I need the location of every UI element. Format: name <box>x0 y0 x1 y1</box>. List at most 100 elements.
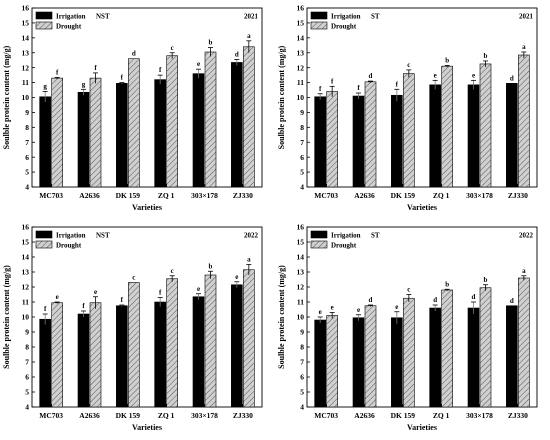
legend-label-irrigation: Irrigation <box>56 13 86 21</box>
bar-irrigation <box>429 307 441 408</box>
y-tick-label: 10 <box>22 93 30 102</box>
y-tick-label: 14 <box>22 253 30 262</box>
x-tick-label: 303×178 <box>191 191 218 200</box>
y-tick-label: 13 <box>297 48 305 57</box>
x-axis-title: Varieties <box>407 203 437 212</box>
legend-label-drought: Drought <box>56 242 82 250</box>
y-tick-label: 5 <box>25 168 29 177</box>
bar-drought <box>166 278 178 408</box>
y-tick-label: 5 <box>25 388 29 397</box>
significance-letter: f <box>396 80 399 88</box>
x-tick-label: DK 159 <box>391 191 416 200</box>
x-tick-label: ZQ 1 <box>158 411 175 420</box>
y-tick-label: 5 <box>300 168 304 177</box>
significance-letter: e <box>395 303 398 311</box>
bar-drought <box>364 81 377 188</box>
significance-letter: b <box>484 276 488 284</box>
x-tick-label: A2636 <box>354 411 375 420</box>
significance-letter: f <box>121 296 124 304</box>
y-tick-label: 14 <box>297 33 305 42</box>
y-axis-title: Soulble protein content (mg/g) <box>2 265 11 369</box>
significance-letter: d <box>510 74 514 82</box>
bar-drought <box>128 282 140 408</box>
y-tick-label: 15 <box>297 238 305 247</box>
x-axis-title: Varieties <box>132 203 162 212</box>
x-tick-label: ZQ 1 <box>433 191 450 200</box>
x-tick-label: MC703 <box>39 411 63 420</box>
y-tick-label: 9 <box>300 108 304 117</box>
bar-irrigation <box>391 94 403 188</box>
y-tick-label: 11 <box>297 78 304 87</box>
y-axis-title: Soulble protein content (mg/g) <box>277 265 286 369</box>
bar-irrigation <box>352 95 365 188</box>
y-tick-label: 12 <box>22 63 30 72</box>
x-tick-label: ZQ 1 <box>433 411 450 420</box>
significance-letter: e <box>357 306 360 314</box>
y-tick-label: 15 <box>297 19 305 28</box>
x-tick-label: MC703 <box>314 191 338 200</box>
bar-drought <box>479 63 492 188</box>
x-tick-label: ZQ 1 <box>158 191 175 200</box>
legend-label-drought: Drought <box>56 23 82 31</box>
plot-frame <box>306 7 538 188</box>
x-tick-label: A2636 <box>354 191 375 200</box>
y-tick-label: 7 <box>25 358 29 367</box>
significance-letter: f <box>56 68 59 76</box>
x-tick-label: ZJ330 <box>233 191 253 200</box>
bar-drought <box>364 305 377 408</box>
bar-irrigation <box>506 83 518 188</box>
significance-letter: d <box>132 50 136 58</box>
bar-drought <box>403 73 415 188</box>
x-axis-title: Varieties <box>407 423 437 432</box>
significance-letter: d <box>369 72 373 80</box>
plot-frame <box>31 226 263 408</box>
x-tick-label: ZJ330 <box>233 411 253 420</box>
significance-letter: f <box>159 289 162 297</box>
bar-irrigation <box>231 62 243 188</box>
legend-label-irrigation: Irrigation <box>56 232 86 240</box>
significance-letter: d <box>235 50 239 58</box>
y-tick-label: 16 <box>297 4 305 13</box>
y-axis-title: Soulble protein content (mg/g) <box>2 45 11 149</box>
bar-drought <box>89 77 102 188</box>
year-label: 2022 <box>244 232 259 240</box>
bar-drought <box>326 91 338 188</box>
significance-letter: g <box>82 80 86 88</box>
significance-letter: e <box>319 308 322 316</box>
y-tick-label: 4 <box>25 183 29 192</box>
y-tick-label: 15 <box>22 19 30 28</box>
y-tick-label: 13 <box>297 268 305 277</box>
significance-letter: b <box>209 39 213 47</box>
bar-drought <box>51 77 63 188</box>
significance-letter: a <box>522 267 526 275</box>
y-tick-label: 15 <box>22 238 30 247</box>
bar-irrigation <box>39 318 51 408</box>
y-tick-label: 11 <box>297 298 304 307</box>
x-tick-label: DK 159 <box>116 191 141 200</box>
x-tick-label: MC703 <box>39 191 63 200</box>
bar-irrigation <box>231 284 243 408</box>
legend-swatch-drought <box>35 240 53 249</box>
y-tick-label: 16 <box>22 223 30 232</box>
y-tick-label: 5 <box>300 388 304 397</box>
significance-letter: c <box>407 286 410 294</box>
y-tick-label: 9 <box>25 328 29 337</box>
significance-letter: b <box>484 52 488 60</box>
legend-swatch-irrigation <box>35 11 53 20</box>
legend-label-drought: Drought <box>331 242 357 250</box>
y-tick-label: 12 <box>297 63 305 72</box>
x-tick-label: DK 159 <box>391 411 416 420</box>
significance-letter: d <box>472 293 476 301</box>
x-tick-label: 303×178 <box>191 411 218 420</box>
treatment-label: ST <box>371 232 380 240</box>
y-tick-label: 10 <box>297 93 305 102</box>
x-tick-label: MC703 <box>314 411 338 420</box>
y-tick-label: 6 <box>25 153 29 162</box>
legend-swatch-irrigation <box>35 230 53 239</box>
y-tick-label: 4 <box>25 403 29 412</box>
y-tick-label: 12 <box>297 283 305 292</box>
significance-letter: b <box>445 280 449 288</box>
significance-letter: e <box>197 60 200 68</box>
significance-letter: f <box>82 302 85 310</box>
